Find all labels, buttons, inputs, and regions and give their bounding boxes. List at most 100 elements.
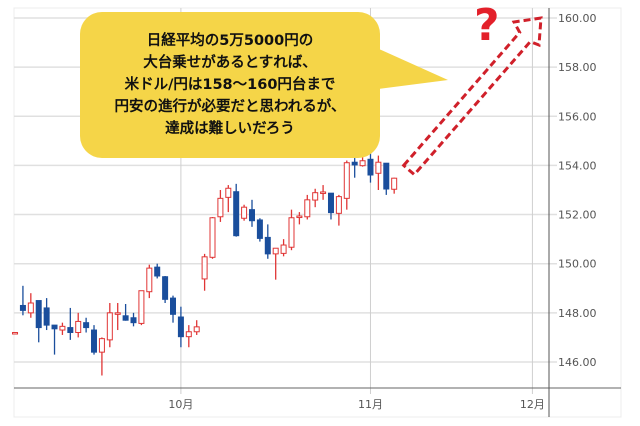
candle-body (91, 329, 98, 353)
y-tick-label: 148.00 (558, 307, 597, 320)
candle-body (304, 199, 311, 218)
candle-down (67, 307, 74, 340)
candle-body (391, 177, 398, 190)
candle-down (154, 263, 161, 279)
candle-down (35, 300, 42, 343)
candle-body (138, 290, 145, 324)
candle-up (98, 337, 105, 376)
candle-body (75, 320, 82, 333)
candle-up (312, 188, 319, 208)
candle-body (359, 160, 366, 167)
candle-body (67, 327, 74, 333)
callout-line: 日経平均の5万5000円の (146, 33, 314, 49)
candle-body (320, 191, 327, 194)
candle-down (367, 153, 374, 183)
candle-down (233, 183, 240, 237)
candle-body (43, 307, 50, 326)
candle-up (375, 155, 382, 190)
callout-line: 大台乗せがあるとすれば、 (143, 55, 317, 71)
y-tick-label: 150.00 (558, 258, 597, 271)
candle-body (351, 161, 358, 166)
candle-up (201, 253, 208, 291)
candle-down (122, 303, 129, 321)
candle-body (312, 192, 319, 201)
candle-body (59, 325, 66, 331)
candle-body (233, 191, 240, 237)
candle-down (177, 306, 184, 348)
candle-body (98, 338, 105, 353)
candle-down (162, 275, 169, 304)
candle-body (130, 317, 137, 324)
candle-body (375, 161, 382, 174)
candle-body (288, 217, 295, 248)
candle-body (201, 256, 208, 280)
y-tick-label: 146.00 (558, 356, 597, 369)
callout-bubble: 日経平均の5万5000円の 大台乗せがあるとすれば、 米ドル/円は158～160… (80, 12, 380, 158)
candle-up (27, 293, 34, 318)
y-tick-label: 158.00 (558, 61, 597, 74)
candle-body (335, 196, 342, 214)
candle-body (248, 209, 255, 222)
candle-down (19, 285, 26, 316)
candle-body (280, 244, 287, 254)
candle-body (327, 192, 334, 214)
candle-body (177, 316, 184, 338)
candle-down (91, 325, 98, 355)
x-tick-label: 12月 (520, 398, 545, 411)
candle-down (51, 324, 58, 355)
candle-down (351, 158, 358, 178)
candle-body (241, 206, 248, 219)
candle-body (51, 324, 58, 330)
candle-up (335, 194, 342, 226)
candle-up (193, 320, 200, 335)
candle-body (296, 215, 303, 219)
y-tick-label: 156.00 (558, 110, 597, 123)
callout-line: 米ドル/円は158～160円台まで (124, 77, 336, 93)
candle-down (264, 224, 271, 259)
candle-body (114, 312, 121, 315)
candle-down (170, 295, 177, 323)
y-tick-label: 154.00 (558, 159, 597, 172)
candle-body (343, 162, 350, 199)
candle-down (43, 298, 50, 331)
candle-body (83, 322, 90, 329)
candle-up (241, 204, 248, 221)
candle-up (138, 290, 145, 326)
candle-body (146, 267, 153, 293)
candle-body (19, 304, 26, 311)
candle-body (12, 331, 19, 335)
candle-up (304, 194, 311, 220)
candle-body (367, 158, 374, 176)
candle-body (383, 162, 390, 190)
candle-body (35, 300, 42, 329)
candle-down (383, 162, 390, 195)
candle-down (130, 312, 137, 327)
callout-line: 達成は難しいだろう (165, 121, 295, 137)
candle-body (122, 315, 129, 321)
candle-body (106, 312, 113, 341)
candle-body (256, 219, 263, 239)
x-tick-label: 11月 (358, 398, 383, 411)
candle-up (320, 185, 327, 200)
y-tick-label: 152.00 (558, 209, 597, 222)
candle-body (264, 236, 271, 255)
candle-body (154, 266, 161, 277)
candle-up (209, 217, 216, 259)
candle-body (217, 197, 224, 218)
candle-down (83, 317, 90, 333)
candle-body (185, 331, 192, 338)
candle-up (391, 177, 398, 194)
candle-body (193, 326, 200, 333)
candle-up (114, 303, 121, 331)
candle-body (27, 302, 34, 314)
question-mark: ? (474, 0, 500, 51)
candle-up (272, 247, 279, 280)
candle-body (225, 187, 232, 198)
candle-up (75, 312, 82, 338)
candle-down (256, 218, 263, 242)
x-tick-label: 10月 (168, 398, 193, 411)
candle-body (170, 297, 177, 315)
callout-line: 円安の進行が必要だと思われるが、 (114, 99, 346, 115)
